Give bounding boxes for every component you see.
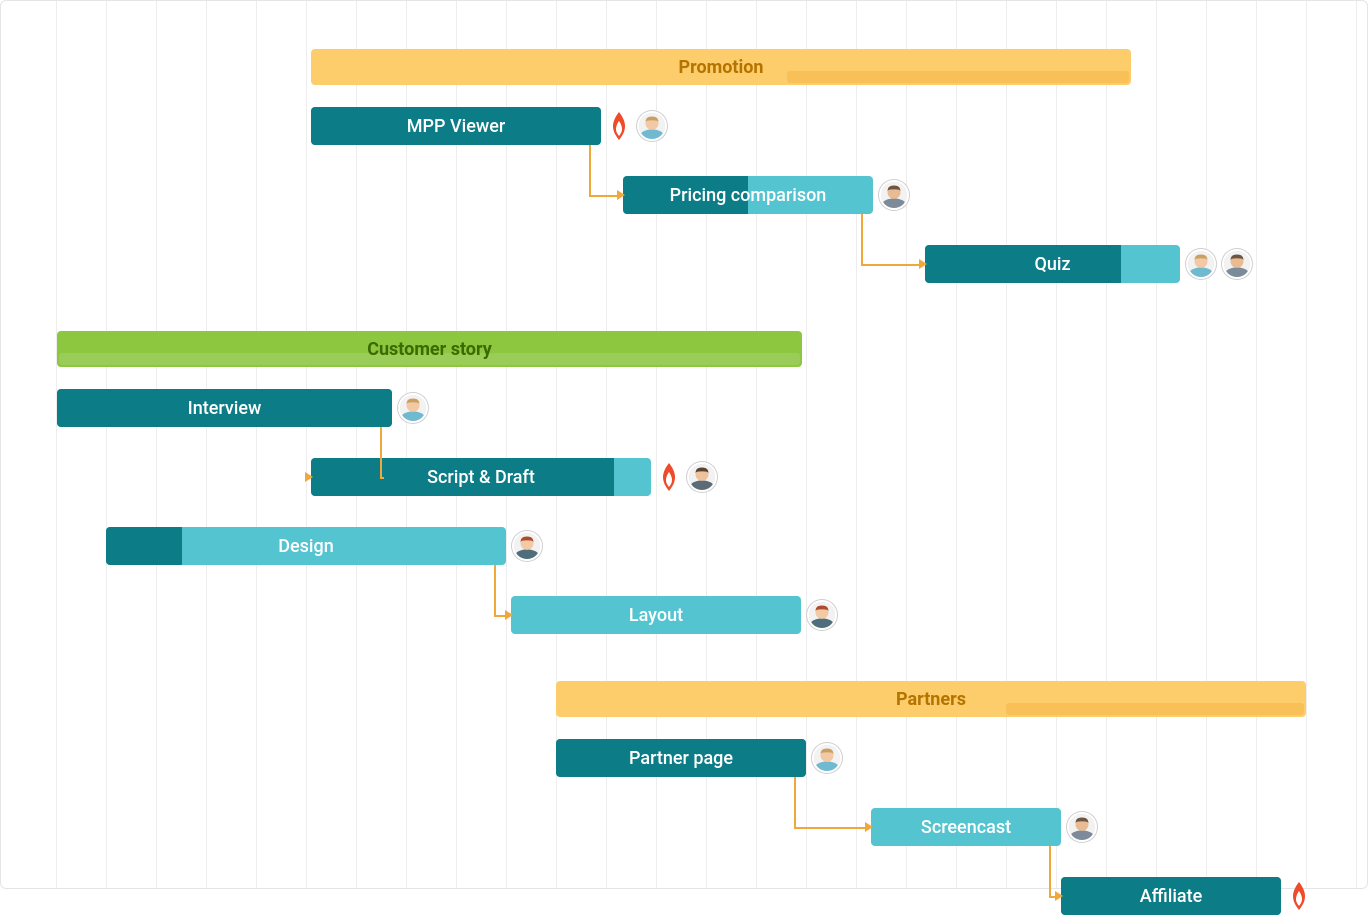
gridline — [1306, 1, 1307, 888]
group-partners[interactable]: Partners — [556, 681, 1306, 717]
task-label: Interview — [188, 398, 262, 419]
dependency-line — [794, 777, 796, 827]
dependency-arrow-icon — [505, 610, 513, 620]
dependency-line — [589, 145, 591, 195]
gridline — [956, 1, 957, 888]
assignee-avatar[interactable] — [807, 600, 837, 630]
dependency-line — [380, 477, 384, 479]
task-partner-page[interactable]: Partner page — [556, 739, 806, 777]
dependency-line — [861, 264, 921, 266]
gridline — [1106, 1, 1107, 888]
group-customer-story[interactable]: Customer story — [57, 331, 802, 367]
priority-flame-icon — [607, 112, 631, 140]
assignee-avatar[interactable] — [1186, 249, 1216, 279]
gridline — [1156, 1, 1157, 888]
assignee-avatar[interactable] — [1067, 812, 1097, 842]
task-screencast[interactable]: Screencast — [871, 808, 1061, 846]
assignee-avatar[interactable] — [512, 531, 542, 561]
assignee-avatar[interactable] — [637, 111, 667, 141]
task-script[interactable]: Script & Draft — [311, 458, 651, 496]
task-interview[interactable]: Interview — [57, 389, 392, 427]
task-label: Design — [278, 536, 333, 557]
assignee-avatar[interactable] — [812, 743, 842, 773]
task-affiliate[interactable]: Affiliate — [1061, 877, 1281, 915]
dependency-arrow-icon — [305, 472, 313, 482]
task-label: Script & Draft — [427, 467, 535, 488]
dependency-arrow-icon — [1055, 891, 1063, 901]
task-layout[interactable]: Layout — [511, 596, 801, 634]
priority-flame-icon — [657, 463, 681, 491]
task-design[interactable]: Design — [106, 527, 506, 565]
group-promotion[interactable]: Promotion — [311, 49, 1131, 85]
task-label: Quiz — [1034, 254, 1070, 275]
dependency-line — [861, 214, 863, 264]
group-label: Partners — [896, 689, 966, 710]
gridline — [806, 1, 807, 888]
task-label: Partner page — [629, 748, 733, 769]
dependency-line — [794, 827, 867, 829]
dependency-line — [380, 427, 382, 477]
task-progress — [106, 527, 182, 565]
task-label: Screencast — [921, 817, 1011, 838]
dependency-line — [589, 195, 619, 197]
dependency-arrow-icon — [865, 822, 873, 832]
dependency-arrow-icon — [919, 259, 927, 269]
dependency-arrow-icon — [617, 190, 625, 200]
gridline — [106, 1, 107, 888]
assignee-avatar[interactable] — [398, 393, 428, 423]
priority-flame-icon — [1287, 882, 1311, 910]
task-label: Pricing comparison — [670, 185, 827, 206]
task-label: MPP Viewer — [407, 116, 505, 137]
gridline — [1206, 1, 1207, 888]
task-label: Layout — [629, 605, 683, 626]
gridline — [906, 1, 907, 888]
assignee-avatar[interactable] — [879, 180, 909, 210]
gridline — [1256, 1, 1257, 888]
gridline — [256, 1, 257, 888]
gridline — [306, 1, 307, 888]
gridline — [1006, 1, 1007, 888]
gridline — [856, 1, 857, 888]
task-mpp-viewer[interactable]: MPP Viewer — [311, 107, 601, 145]
gridline — [56, 1, 57, 888]
task-progress — [925, 245, 1121, 283]
assignee-avatar[interactable] — [687, 462, 717, 492]
task-quiz[interactable]: Quiz — [925, 245, 1180, 283]
group-label: Promotion — [679, 57, 764, 78]
gridline — [156, 1, 157, 888]
assignee-avatar[interactable] — [1222, 249, 1252, 279]
gridline — [1056, 1, 1057, 888]
task-pricing[interactable]: Pricing comparison — [623, 176, 873, 214]
dependency-line — [494, 565, 496, 615]
gridline — [206, 1, 207, 888]
gantt-canvas: Promotion MPP Viewer Pricing comparison Q… — [0, 0, 1368, 889]
gridline — [1356, 1, 1357, 888]
group-label: Customer story — [367, 339, 492, 360]
